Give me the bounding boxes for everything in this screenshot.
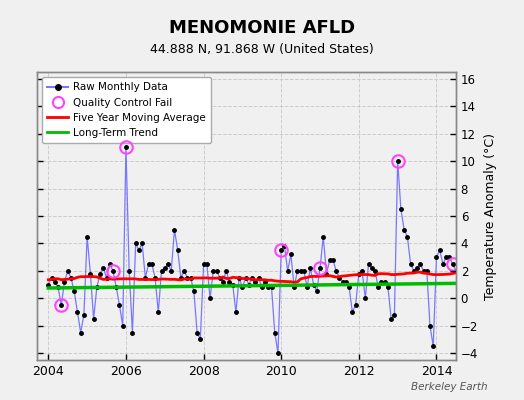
Text: MENOMONIE AFLD: MENOMONIE AFLD <box>169 19 355 37</box>
Y-axis label: Temperature Anomaly (°C): Temperature Anomaly (°C) <box>484 132 497 300</box>
Text: Berkeley Earth: Berkeley Earth <box>411 382 487 392</box>
Legend: Raw Monthly Data, Quality Control Fail, Five Year Moving Average, Long-Term Tren: Raw Monthly Data, Quality Control Fail, … <box>42 77 211 143</box>
Text: 44.888 N, 91.868 W (United States): 44.888 N, 91.868 W (United States) <box>150 44 374 56</box>
